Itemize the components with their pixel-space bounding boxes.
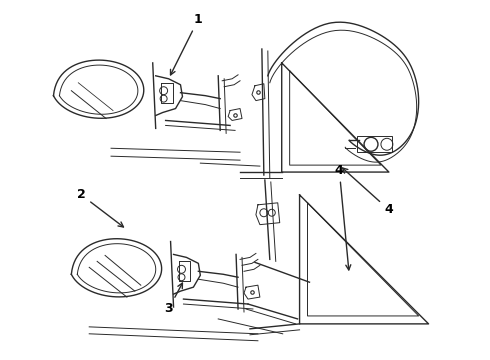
Text: 1: 1 xyxy=(171,13,203,75)
Text: 4: 4 xyxy=(343,168,393,216)
Text: 2: 2 xyxy=(77,188,123,227)
Bar xyxy=(357,136,392,152)
Text: 4: 4 xyxy=(335,163,351,270)
Text: 3: 3 xyxy=(164,283,182,315)
